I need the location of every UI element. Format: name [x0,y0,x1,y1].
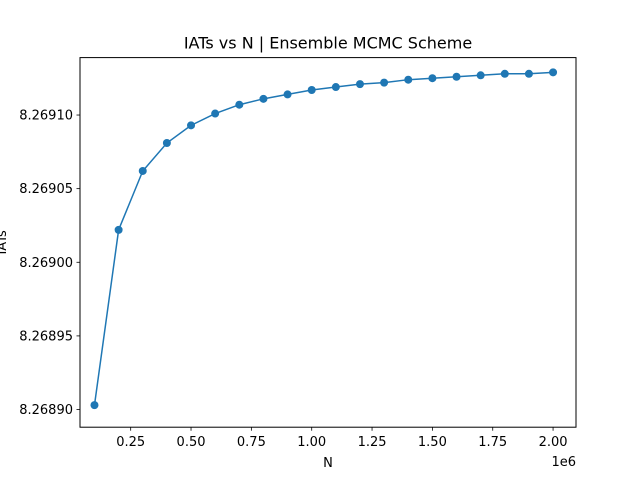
data-point [138,166,147,175]
data-point [211,109,220,118]
x-axis-ticks: 0.25 0.50 0.75 1.00 1.25 1.50 1.75 2.00 [116,427,568,450]
plot-frame [79,57,577,428]
y-tick-label: 8.26910 [19,109,73,124]
y-tick-label: 8.26890 [19,403,73,418]
data-point [235,100,244,109]
x-tick-label: 1.75 [478,435,507,450]
y-tick-label: 8.26905 [19,182,73,197]
data-point [90,401,99,410]
data-point [259,94,268,103]
data-point [428,74,437,83]
data-point [162,139,171,148]
series-layer [90,68,558,410]
x-tick-label: 1.00 [297,435,326,450]
data-point [187,121,196,130]
data-point [307,86,316,94]
x-tick-label: 0.25 [116,435,145,450]
x-tick-label: 2.00 [539,435,568,450]
data-point [283,90,292,99]
chart-title: IATs vs N | Ensemble MCMC Scheme [184,34,472,53]
data-point [380,78,389,87]
data-point [355,80,364,89]
data-point [114,225,123,234]
y-tick-label: 8.26895 [19,329,73,344]
data-point [476,71,485,80]
data-point [524,69,533,78]
x-tick-label: 0.50 [177,435,206,450]
data-point [404,75,413,84]
plot-area [80,57,576,428]
x-offset-label: 1e6 [551,455,576,470]
data-point [500,69,509,78]
data-point [452,72,461,81]
x-axis-label: N [323,456,333,471]
series-line [93,71,554,406]
y-tick-label: 8.26900 [19,256,73,271]
x-tick-label: 1.25 [358,435,387,450]
x-tick-label: 1.50 [418,435,447,450]
y-axis-ticks: 8.26890 8.26895 8.26900 8.26905 8.26910 [19,109,80,418]
data-point [549,68,558,77]
y-axis-label: IATs [0,230,10,255]
data-point [331,83,340,92]
x-tick-label: 0.75 [237,435,266,450]
